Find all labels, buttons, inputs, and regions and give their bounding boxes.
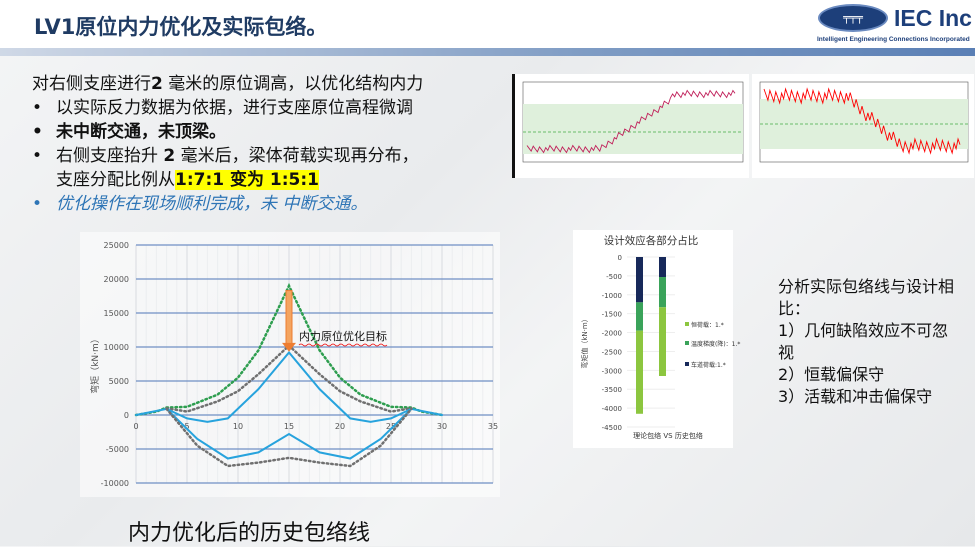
y-tick-label: -1000 (602, 292, 622, 300)
y-tick-label: 0 (124, 411, 129, 420)
legend-label: 恒荷载：1.* (691, 321, 724, 329)
envelope-chart-panel (80, 232, 500, 497)
bar-segment (659, 277, 666, 308)
lead-line: 对右侧支座进行2 毫米的原位调高，以优化结构内力 (32, 74, 424, 94)
x-tick-label: 5 (184, 422, 189, 431)
series-line-2 (135, 350, 443, 423)
analysis-line: 3）活载和冲击偏保守 (778, 387, 933, 406)
y-tick-label: 15000 (104, 309, 129, 318)
legend-swatch (685, 362, 689, 366)
bullet-4: 优化操作在现场顺利完成，未 中断交通。 (32, 192, 423, 216)
header-band (0, 48, 975, 56)
x-tick-label: 25 (386, 422, 396, 431)
bar-segment (636, 302, 643, 331)
series-line-4 (165, 407, 413, 468)
std-band (760, 99, 968, 149)
chart-title: 设计效应各部分占比 (604, 234, 699, 247)
bullet-1: 以实际反力数据为依据，进行支座原位高程微调 (32, 96, 423, 120)
bar-segment (659, 257, 666, 278)
x-tick-label: 35 (488, 422, 498, 431)
legend-label: 温度梯度(降)：1.* (691, 340, 740, 348)
y-tick-label: -500 (606, 273, 622, 281)
legend-swatch (685, 341, 689, 345)
sensor-trace (763, 87, 961, 155)
bar-segment (659, 307, 666, 376)
series-line-3 (165, 407, 413, 460)
bar-chart-panel (573, 230, 733, 448)
caption: 内力优化后的历史包络线 (128, 521, 371, 546)
spellcheck-underline (298, 343, 388, 347)
y-tick-label: -10000 (101, 479, 129, 488)
x-tick-label: 0 (133, 422, 138, 431)
std-band (523, 104, 743, 154)
y-tick-label: 20000 (104, 275, 129, 284)
annotation: 内力原位优化目标 (299, 329, 387, 343)
y-tick-label: 25000 (104, 241, 129, 250)
legend-label: 车道荷载:1.* (691, 361, 726, 369)
y-tick-label: -1500 (602, 311, 622, 319)
bridge-icon: ╤╤╤ (818, 4, 888, 32)
legend-swatch (685, 322, 689, 326)
logo-subtitle: Intelligent Engineering Connections Inco… (817, 36, 970, 43)
x-tick-label: 15 (284, 422, 294, 431)
slide-title: LV1原位内力优化及实际包络。 (34, 15, 328, 39)
company-logo: ╤╤╤ IEC Inc Intelligent Engineering Conn… (810, 0, 975, 48)
y-axis-label: 弯矩值（kN·m） (580, 315, 589, 368)
series-line-0 (134, 282, 444, 417)
x-tick-label: 10 (233, 422, 243, 431)
y-tick-label: 5000 (109, 377, 129, 386)
analysis-line: 2）恒载偏保守 (778, 365, 885, 384)
y-tick-label: 10000 (104, 343, 129, 352)
target-arrow-head (282, 342, 296, 352)
y-tick-label: -2500 (602, 348, 622, 356)
y-tick-label: -3500 (602, 386, 622, 394)
y-axis-label: 弯矩（kN·m） (89, 334, 101, 394)
analysis-line: 分析实际包络线与设计相比： (778, 277, 955, 318)
analysis-line: 1）几何缺陷效应不可忽视 (778, 321, 949, 362)
bullet-3: 右侧支座抬升 2 毫米后，梁体荷载实现再分布，支座分配比例从1:7:1 变为 1… (32, 144, 423, 192)
y-tick-label: -4000 (602, 405, 622, 413)
y-tick-label: -4500 (602, 424, 622, 432)
bar-segment (636, 257, 643, 303)
y-tick-label: 0 (618, 254, 622, 262)
logo-text: IEC Inc (894, 5, 972, 31)
y-tick-label: -3000 (602, 367, 622, 375)
x-tick-label: 20 (335, 422, 345, 431)
bullet-text: 对右侧支座进行2 毫米的原位调高，以优化结构内力 以实际反力数据为依据，进行支座… (32, 72, 423, 216)
bar-segment (636, 330, 643, 414)
y-tick-label: -2000 (602, 330, 622, 338)
analysis-text: 分析实际包络线与设计相比： 1）几何缺陷效应不可忽视 2）恒载偏保守 3）活载和… (778, 276, 958, 408)
sensor-trace (526, 89, 736, 154)
sensor-plot-left (512, 74, 749, 178)
x-axis-label: 理论包络 VS 历史包络 (633, 431, 703, 440)
bullet-2: 未中断交通，未顶梁。 (32, 120, 423, 144)
y-tick-label: -5000 (106, 445, 129, 454)
x-tick-label: 30 (437, 422, 447, 431)
sensor-plot-right (752, 74, 974, 178)
